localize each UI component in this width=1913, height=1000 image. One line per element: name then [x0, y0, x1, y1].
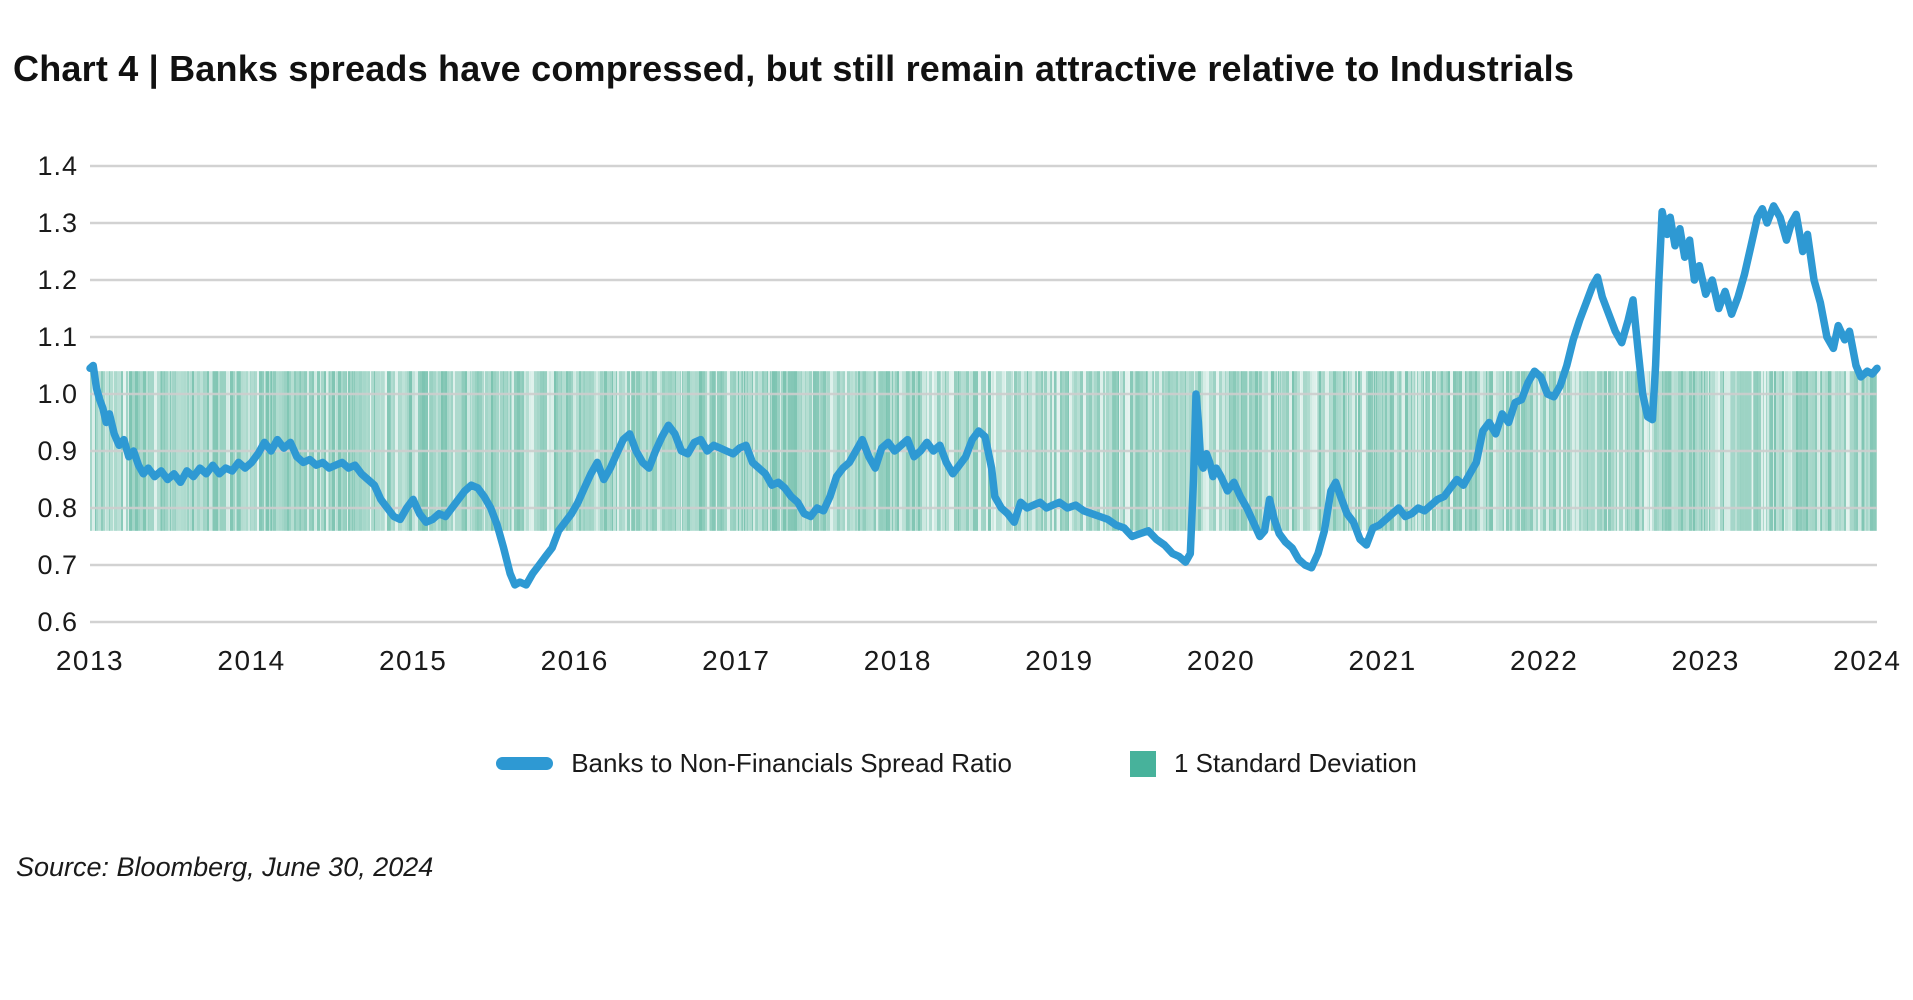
svg-text:1.3: 1.3: [37, 208, 78, 238]
svg-text:2024: 2024: [1833, 645, 1901, 676]
line-chart: 1.4 1.3 1.2 1.1 1.0 0.9 0.8 0.7 0.6 2013 2014 2015 2…: [0, 130, 1913, 730]
svg-text:0.9: 0.9: [37, 436, 78, 466]
svg-text:1.1: 1.1: [37, 322, 78, 352]
svg-text:0.8: 0.8: [37, 493, 78, 523]
legend-item-series: Banks to Non-Financials Spread Ratio: [496, 748, 1012, 779]
legend: Banks to Non-Financials Spread Ratio 1 S…: [0, 748, 1913, 779]
series-line-swatch-icon: [496, 757, 554, 770]
svg-text:0.6: 0.6: [37, 607, 78, 637]
svg-text:2019: 2019: [1025, 645, 1093, 676]
svg-text:2015: 2015: [379, 645, 447, 676]
svg-text:2013: 2013: [56, 645, 124, 676]
svg-text:2017: 2017: [702, 645, 770, 676]
legend-item-band: 1 Standard Deviation: [1129, 748, 1417, 779]
band-swatch-icon: [1129, 750, 1156, 777]
svg-text:0.7: 0.7: [37, 550, 78, 580]
chart-title: Chart 4 | Banks spreads have compressed,…: [13, 48, 1575, 89]
legend-series-label: Banks to Non-Financials Spread Ratio: [571, 748, 1012, 778]
svg-text:2016: 2016: [541, 645, 609, 676]
legend-band-label: 1 Standard Deviation: [1173, 748, 1417, 778]
svg-text:1.4: 1.4: [37, 151, 78, 181]
svg-text:2018: 2018: [864, 645, 932, 676]
svg-text:2023: 2023: [1672, 645, 1740, 676]
plot-area: 1.4 1.3 1.2 1.1 1.0 0.9 0.8 0.7 0.6 2013 2014 2015 2…: [37, 151, 1901, 676]
svg-text:2014: 2014: [217, 645, 285, 676]
svg-text:2021: 2021: [1348, 645, 1416, 676]
svg-text:2022: 2022: [1510, 645, 1578, 676]
source-note: Source: Bloomberg, June 30, 2024: [16, 852, 434, 882]
svg-text:1.0: 1.0: [37, 379, 78, 409]
svg-text:1.2: 1.2: [37, 265, 78, 295]
svg-text:2020: 2020: [1187, 645, 1255, 676]
